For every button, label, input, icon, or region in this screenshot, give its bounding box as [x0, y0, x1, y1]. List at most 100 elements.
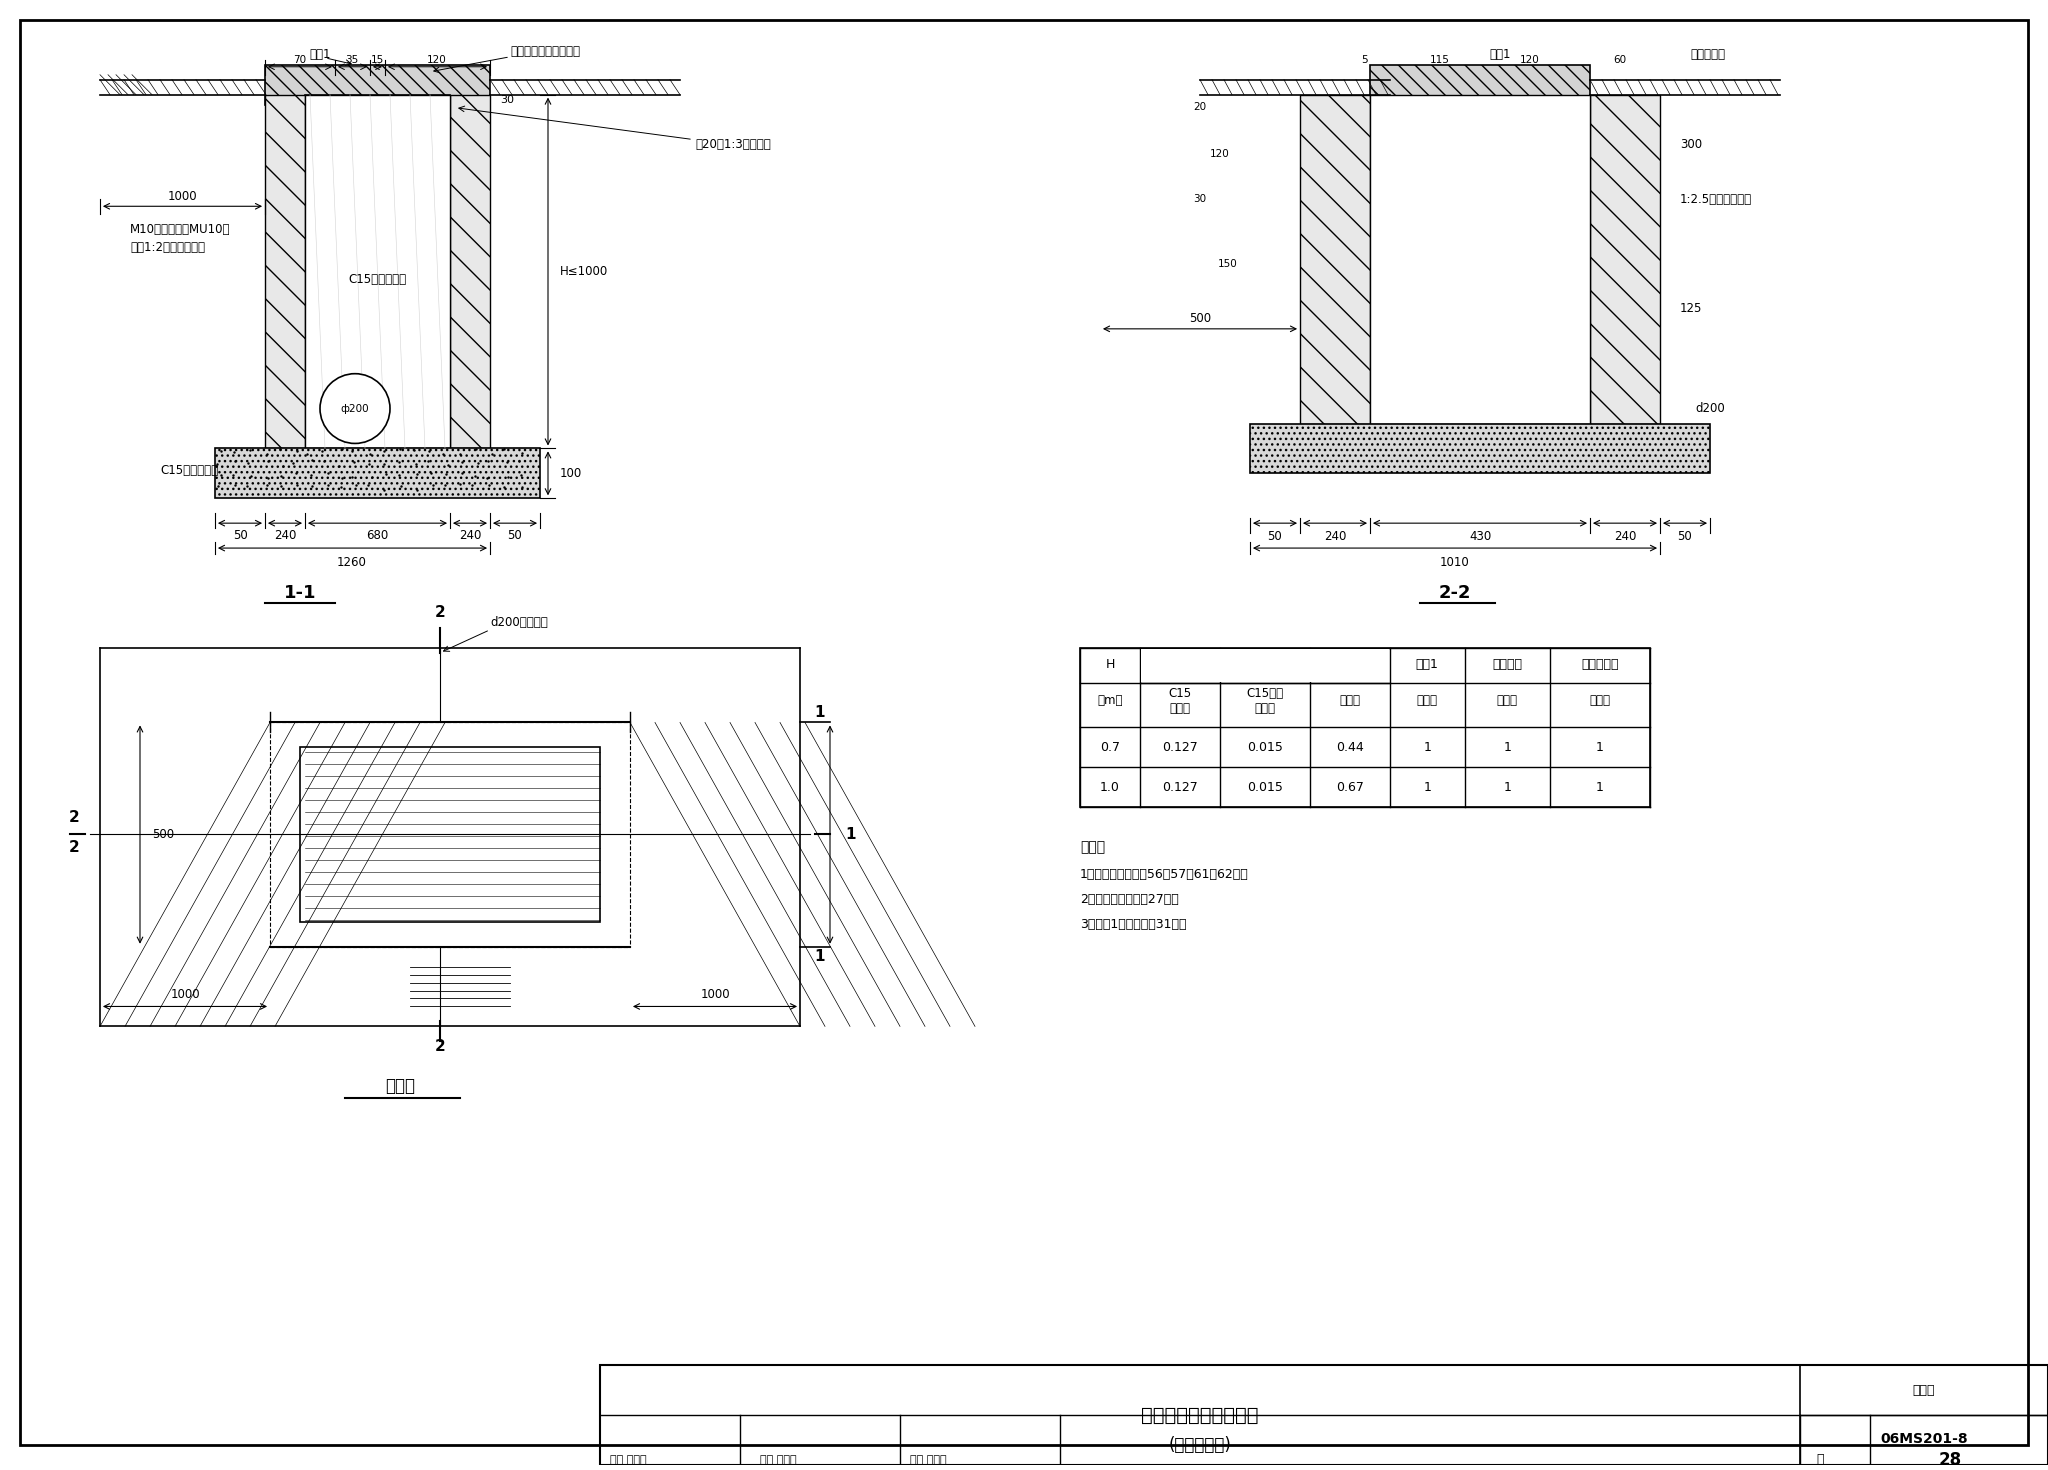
Text: 0.015: 0.015	[1247, 741, 1282, 754]
Text: 校对 盛奕节: 校对 盛奕节	[760, 1455, 797, 1466]
Text: 盖板1: 盖板1	[309, 49, 330, 62]
Text: 1: 1	[1595, 741, 1604, 754]
Text: 1: 1	[846, 826, 856, 841]
Text: 50: 50	[508, 529, 522, 541]
Text: 座20厚1:3水泥砂浆: 座20厚1:3水泥砂浆	[694, 138, 770, 151]
Text: 35: 35	[346, 54, 358, 65]
Text: 1: 1	[1595, 781, 1604, 794]
Text: 1000: 1000	[700, 988, 729, 1001]
Text: 盖板1: 盖板1	[1415, 659, 1438, 672]
Text: 1: 1	[1503, 741, 1511, 754]
Text: 50: 50	[1268, 529, 1282, 542]
Text: 1．箅子见本图集第56、57、61、62页。: 1．箅子见本图集第56、57、61、62页。	[1079, 869, 1249, 882]
Text: 设计 温丽晖: 设计 温丽晖	[909, 1455, 946, 1466]
Bar	[1370, 94, 1589, 423]
Bar	[1589, 94, 1661, 423]
Text: 说明：: 说明：	[1079, 839, 1106, 854]
Text: 2: 2	[434, 606, 444, 620]
Text: 1: 1	[815, 706, 825, 720]
Text: d200: d200	[1696, 403, 1724, 415]
Text: 0.7: 0.7	[1100, 741, 1120, 754]
Bar	[305, 94, 451, 119]
Text: 30: 30	[1194, 194, 1206, 204]
Bar	[264, 65, 489, 104]
Text: 5: 5	[1362, 54, 1368, 65]
Text: 砖砌联合式单箅雨水口: 砖砌联合式单箅雨水口	[1141, 1405, 1260, 1424]
Bar	[299, 747, 600, 922]
Text: 2．井圈见本图集第27页。: 2．井圈见本图集第27页。	[1079, 894, 1180, 907]
Bar	[1249, 423, 1710, 473]
Text: 铸铁箅子: 铸铁箅子	[1493, 659, 1522, 672]
Bar	[1370, 65, 1589, 104]
Bar	[600, 1366, 2048, 1464]
Circle shape	[319, 373, 389, 444]
Text: 1-1: 1-1	[285, 584, 315, 601]
Text: 3．盖板1见本图集第31页。: 3．盖板1见本图集第31页。	[1079, 919, 1186, 932]
Bar	[305, 94, 451, 448]
Text: 125: 125	[1679, 303, 1702, 316]
Text: （m）: （m）	[1098, 694, 1122, 707]
Bar	[305, 94, 451, 119]
Text: ф200: ф200	[340, 404, 369, 413]
Text: 1: 1	[815, 950, 825, 964]
Text: 1:2.5水泥砂浆抹面: 1:2.5水泥砂浆抹面	[1679, 193, 1753, 206]
Text: 1000: 1000	[168, 190, 197, 203]
Text: 100: 100	[559, 467, 582, 479]
Text: (混凝土井圈): (混凝土井圈)	[1169, 1436, 1231, 1454]
Text: 50: 50	[233, 529, 248, 541]
Text: C15
混凝土: C15 混凝土	[1169, 686, 1192, 714]
Text: 240: 240	[459, 529, 481, 541]
Text: 30: 30	[500, 94, 514, 104]
Text: 混凝土井圈及铸铁箅子: 混凝土井圈及铸铁箅子	[510, 46, 580, 59]
Text: 70: 70	[293, 54, 307, 65]
Text: 300: 300	[1679, 138, 1702, 151]
Text: 06MS201-8: 06MS201-8	[1880, 1432, 1968, 1446]
Text: H≤1000: H≤1000	[559, 265, 608, 278]
Text: M10水泥砂浆砌MU10砖: M10水泥砂浆砌MU10砖	[129, 222, 231, 235]
Text: 115: 115	[1430, 54, 1450, 65]
Text: 1: 1	[1423, 741, 1432, 754]
Text: （个）: （个）	[1497, 694, 1518, 707]
Text: （个）: （个）	[1589, 694, 1610, 707]
Text: 图集号: 图集号	[1913, 1383, 1935, 1396]
Bar	[264, 94, 305, 448]
Text: 1: 1	[1423, 781, 1432, 794]
Text: 2: 2	[434, 1039, 444, 1054]
Bar	[451, 94, 489, 448]
Text: 0.44: 0.44	[1335, 741, 1364, 754]
Text: 500: 500	[1190, 313, 1210, 325]
Text: 680: 680	[367, 529, 389, 541]
Text: 2-2: 2-2	[1440, 584, 1470, 601]
Text: 1000: 1000	[170, 988, 201, 1001]
Text: H: H	[1106, 659, 1114, 672]
Text: 240: 240	[274, 529, 297, 541]
Text: 60: 60	[1614, 54, 1626, 65]
Bar	[1079, 648, 1651, 807]
Text: 0.127: 0.127	[1161, 781, 1198, 794]
Text: C15混凝土基础: C15混凝土基础	[160, 465, 219, 476]
Text: 0.015: 0.015	[1247, 781, 1282, 794]
Text: 2: 2	[70, 839, 80, 854]
Text: 页: 页	[1817, 1454, 1825, 1467]
Text: 50: 50	[1677, 529, 1692, 542]
Text: 20: 20	[1194, 101, 1206, 112]
Text: 工程数量（m³）: 工程数量（m³）	[1235, 651, 1296, 664]
Bar	[215, 448, 541, 498]
Text: C15细石
混凝土: C15细石 混凝土	[1247, 686, 1284, 714]
Text: 1.0: 1.0	[1100, 781, 1120, 794]
Text: 1260: 1260	[338, 556, 367, 569]
Bar	[1141, 648, 1389, 682]
Text: C15细石混凝土: C15细石混凝土	[348, 272, 406, 285]
Text: 500: 500	[152, 828, 174, 841]
Text: 墙内1:2水泥砂浆勾缝: 墙内1:2水泥砂浆勾缝	[129, 241, 205, 254]
Bar	[1300, 94, 1370, 423]
Text: 审核 王懂山: 审核 王懂山	[610, 1455, 647, 1466]
Text: 240: 240	[1614, 529, 1636, 542]
Text: 120: 120	[428, 54, 446, 65]
Text: 1010: 1010	[1440, 556, 1470, 569]
Text: 240: 240	[1323, 529, 1346, 542]
Text: 砖砌体: 砖砌体	[1339, 694, 1360, 707]
Text: 120: 120	[1210, 150, 1231, 159]
Text: d200雨水口管: d200雨水口管	[489, 616, 547, 629]
Text: 0.127: 0.127	[1161, 741, 1198, 754]
